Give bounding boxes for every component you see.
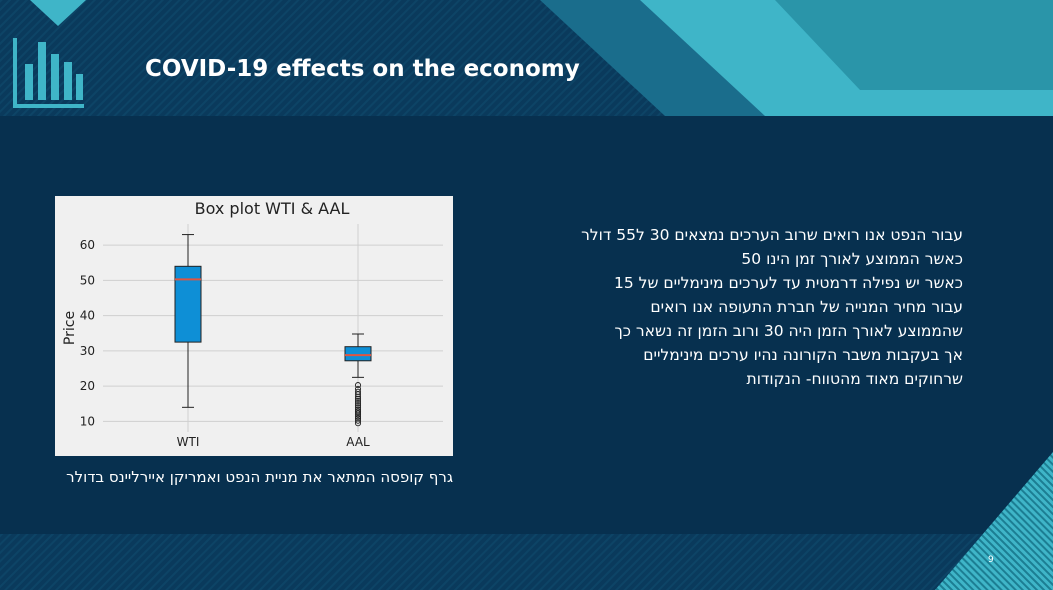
outlier-point <box>354 408 362 415</box>
x-tick-label: WTI <box>177 435 200 449</box>
page-number: 9 <box>988 555 994 565</box>
outlier-point <box>354 388 362 395</box>
header-teal-shape <box>775 0 1053 90</box>
box-plot-chart: Box plot WTI & AAL Price 10 20 30 40 50 60 WTI… <box>62 199 443 449</box>
outlier-point <box>354 402 362 409</box>
tick-layer: 10 20 30 40 50 60 WTI AAL <box>80 238 370 449</box>
outlier-point <box>354 385 362 393</box>
chart-panel: Box plot WTI & AAL Price 10 20 30 40 50 60 WTI… <box>55 196 453 456</box>
outlier-point <box>354 406 362 413</box>
outlier-point <box>354 395 362 402</box>
paragraph-line: עבור הנפט אנו רואים שרוב הערכים נמצאים 3… <box>581 226 963 244</box>
y-tick-label: 20 <box>80 379 95 393</box>
y-tick-label: 50 <box>80 273 95 287</box>
plot-layer <box>174 234 372 427</box>
outlier-point <box>354 397 362 405</box>
corner-stripes <box>935 452 1053 590</box>
slide-title: COVID-19 effects on the economy <box>145 56 580 82</box>
chart-caption: גרף קופסה המתאר את מניית הנפט ואמריקן אי… <box>66 468 453 486</box>
y-tick-label: 60 <box>80 238 95 252</box>
body-paragraph: עבור הנפט אנו רואים שרוב הערכים נמצאים 3… <box>520 223 963 391</box>
bar-chart-icon <box>13 38 84 108</box>
outlier-point <box>354 404 362 411</box>
paragraph-line: כאשר הממוצע לאורך זמן הינו 50 <box>741 250 963 268</box>
y-axis-label: Price <box>62 311 78 345</box>
x-tick-label: AAL <box>346 435 370 449</box>
outlier-point <box>354 417 362 424</box>
outlier-point <box>354 400 362 407</box>
paragraph-line: עבור מחיר המנייה של חברת התעופה אנו רואי… <box>650 298 963 316</box>
header-stripes <box>0 0 760 116</box>
box-aal <box>344 346 372 362</box>
header-mid-shape <box>540 0 770 116</box>
box-wti <box>174 265 202 343</box>
y-tick-label: 10 <box>80 414 95 428</box>
outlier-point <box>354 420 362 427</box>
paragraph-line: כאשר יש נפילה דרמטית עד לערכים מינימליים… <box>613 274 963 292</box>
chart-title: Box plot WTI & AAL <box>195 199 350 218</box>
outlier-point <box>354 382 362 389</box>
top-triangle <box>30 0 86 26</box>
paragraph-line: אך בעקבות משבר הקורונה נהיו ערכים מינימל… <box>643 346 963 364</box>
footer-stripes <box>0 534 1053 590</box>
y-tick-label: 30 <box>80 344 95 358</box>
y-tick-label: 40 <box>80 309 95 323</box>
grid-layer <box>103 224 443 432</box>
paragraph-line: שהממוצע לאורך הזמן היה 30 ורוב הזמן זה נ… <box>614 322 963 340</box>
paragraph-line: שרחוקים מאוד מהטווח- הנקודות <box>746 370 963 388</box>
